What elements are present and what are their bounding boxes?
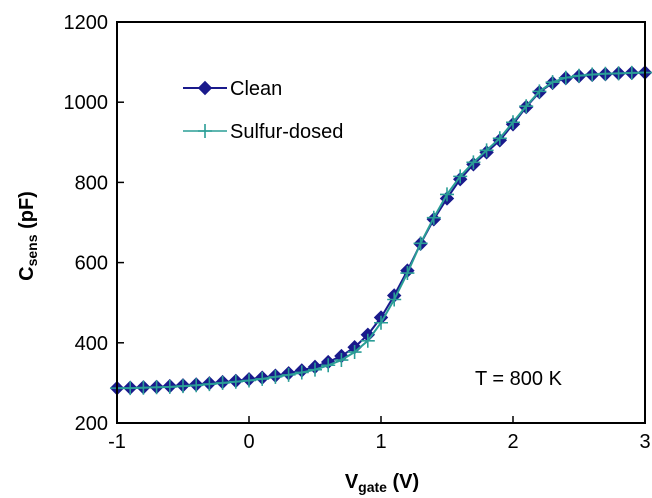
- y-tick-label: 800: [75, 172, 108, 194]
- axis-ticks: -1 0 1 2 3 200 400 600 800 1000 1200: [64, 12, 651, 453]
- data-point: [228, 374, 243, 389]
- data-point: [453, 169, 468, 184]
- data-point: [506, 115, 520, 130]
- y-tick-label: 600: [75, 253, 108, 275]
- y-axis-label-unit: (pF): [16, 191, 38, 234]
- y-axis-label-main: C: [16, 266, 38, 280]
- data-point: [308, 362, 322, 377]
- legend-clean-marker: [183, 80, 227, 96]
- legend-sulfur-plus: [198, 124, 212, 138]
- y-tick-label: 200: [75, 413, 108, 435]
- data-point: [545, 75, 560, 90]
- data-point: [558, 70, 573, 85]
- y-axis-label: Csens (pF): [16, 191, 40, 281]
- x-tick-label: 3: [639, 431, 650, 453]
- series-layer: [109, 65, 652, 396]
- data-point: [334, 353, 349, 368]
- data-point: [598, 66, 613, 81]
- data-point: [426, 210, 441, 225]
- data-point: [492, 131, 507, 146]
- legend-clean-label: Clean: [230, 78, 282, 100]
- data-point: [585, 67, 600, 82]
- data-point: [268, 369, 283, 384]
- series-sulfur-dosed: [110, 65, 652, 396]
- data-point: [360, 333, 375, 348]
- temperature-annotation: T = 800 K: [475, 368, 563, 390]
- data-point: [374, 315, 388, 330]
- x-tick-label: 0: [243, 431, 254, 453]
- y-tick-label: 1200: [64, 12, 109, 34]
- legend: Clean Sulfur-dosed: [183, 78, 343, 143]
- data-point: [321, 358, 336, 373]
- x-axis-label-sub: gate: [358, 479, 387, 495]
- legend-clean-diamond: [197, 80, 213, 96]
- data-point: [215, 375, 230, 390]
- data-point: [189, 378, 204, 393]
- x-axis-label: Vgate (V): [345, 471, 419, 495]
- x-tick-label: 1: [375, 431, 386, 453]
- data-point: [149, 380, 164, 395]
- x-axis-label-main: V: [345, 471, 359, 493]
- y-axis-label-sub: sens: [24, 234, 40, 266]
- data-point: [123, 381, 138, 396]
- data-point: [294, 365, 309, 380]
- data-point: [400, 266, 415, 281]
- data-point: [387, 292, 402, 307]
- data-point: [413, 236, 428, 251]
- legend-sulfur-label: Sulfur-dosed: [230, 121, 343, 143]
- data-point: [624, 65, 639, 80]
- x-tick-label: 2: [507, 431, 518, 453]
- y-tick-label: 400: [75, 333, 108, 355]
- data-point: [176, 379, 190, 394]
- data-point: [202, 377, 217, 392]
- data-point: [572, 68, 586, 83]
- data-point: [466, 155, 481, 170]
- legend-sulfur-marker: [183, 124, 227, 138]
- data-point: [479, 143, 494, 158]
- data-point: [136, 380, 151, 395]
- data-point: [162, 379, 177, 394]
- data-point: [347, 345, 362, 360]
- data-point: [440, 187, 454, 202]
- data-point: [255, 371, 270, 386]
- x-tick-label: -1: [108, 431, 126, 453]
- y-tick-label: 1000: [64, 92, 109, 114]
- x-axis-label-unit: (V): [387, 471, 419, 493]
- data-point: [519, 99, 534, 114]
- data-point: [532, 84, 547, 99]
- data-point: [611, 66, 626, 81]
- data-point: [242, 373, 256, 388]
- data-point: [281, 367, 296, 382]
